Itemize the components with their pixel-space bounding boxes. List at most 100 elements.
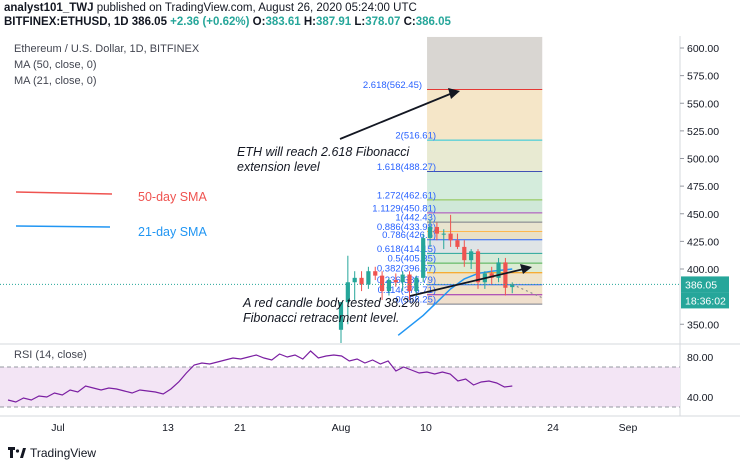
candle[interactable]: [434, 222, 439, 241]
footer-brand: TradingView: [30, 446, 97, 460]
low-value: 378.07: [365, 16, 401, 28]
fib-level-label: 0.886(433.98): [377, 222, 436, 233]
candle-body: [407, 274, 412, 292]
candle-body: [373, 271, 378, 276]
x-tick-label: 24: [547, 422, 559, 434]
candle[interactable]: [475, 249, 481, 289]
projection-line: [512, 284, 543, 299]
fib-zone-top: [427, 36, 543, 90]
candle[interactable]: [386, 277, 392, 296]
legend-ma21[interactable]: MA (21, close, 0): [14, 75, 97, 87]
candle[interactable]: [338, 302, 344, 343]
publisher-name[interactable]: analyst101_TWJ: [4, 2, 94, 14]
y-tick-label: 475.00: [687, 181, 719, 193]
candle[interactable]: [496, 257, 501, 283]
candle[interactable]: [373, 266, 378, 281]
candle[interactable]: [455, 233, 460, 250]
fib-level-label: 0.114(376.71): [378, 285, 436, 296]
fib-zone-fill: [427, 199, 543, 213]
legend-title: Ethereum / U.S. Dollar, 1D, BITFINEX: [14, 43, 200, 55]
candle[interactable]: [489, 266, 494, 285]
fib-level-label: 2(516.61): [395, 131, 436, 142]
x-tick-label: Aug: [332, 422, 351, 434]
x-tick-label: 21: [234, 422, 246, 434]
annotation-eth-target-line1: ETH will reach 2.618 Fibonacci: [237, 145, 411, 159]
candle[interactable]: [503, 257, 508, 296]
candle[interactable]: [400, 271, 405, 292]
countdown-tag: 18:36:02: [685, 295, 726, 307]
candle-body: [434, 227, 439, 234]
ma21-legend-label: 21-day SMA: [138, 225, 207, 239]
candle-body: [338, 302, 344, 330]
candle-body: [496, 262, 501, 278]
rsi-label: RSI (14, close): [14, 349, 87, 361]
candle[interactable]: [359, 271, 364, 292]
candle[interactable]: [414, 275, 419, 297]
ohlc-line: BITFINEX:ETHUSD, 1D 386.05 +2.36 (+0.62%…: [4, 16, 451, 28]
candle[interactable]: [407, 271, 412, 300]
candle[interactable]: [393, 273, 398, 287]
rsi-tick-label: 40.00: [687, 392, 713, 404]
candle[interactable]: [380, 271, 385, 300]
fib-level-label: 0(368.25): [395, 295, 436, 306]
candle-body: [427, 227, 433, 239]
candle-body: [441, 233, 446, 235]
fib-zone-fill: [427, 212, 543, 223]
candle-body: [359, 277, 364, 285]
fib-zone-fill: [427, 171, 543, 200]
fib-level-label: 1.618(488.27): [377, 162, 436, 173]
candle-body: [366, 271, 371, 285]
open-label: O:: [252, 16, 266, 28]
candle[interactable]: [421, 233, 426, 283]
candle[interactable]: [469, 249, 474, 269]
candle-body: [489, 273, 494, 278]
candle[interactable]: [462, 240, 467, 267]
y-tick-label: 350.00: [687, 319, 719, 331]
candle-body: [345, 282, 350, 303]
ma50-legend-line: [15, 191, 113, 195]
rsi-tick-label: 80.00: [687, 352, 713, 364]
candle[interactable]: [352, 271, 357, 300]
candle-body: [414, 277, 419, 292]
publish-date-text: published on TradingView.com, August 26,…: [93, 2, 417, 14]
ma21-legend-line: [15, 225, 111, 228]
y-tick-label: 600.00: [687, 43, 719, 55]
fib-zone-fill: [427, 263, 543, 273]
fib-level-label: 0.382(396.57): [377, 263, 436, 274]
candle[interactable]: [366, 266, 371, 289]
annotation-arrowhead-1: [448, 88, 460, 99]
candle[interactable]: [510, 282, 515, 294]
y-tick-label: 425.00: [687, 236, 719, 248]
candle-body: [380, 275, 385, 292]
candle-body: [400, 274, 405, 283]
candle[interactable]: [441, 229, 446, 250]
y-tick-label: 575.00: [687, 71, 719, 83]
price-tag-bg: [681, 276, 729, 293]
annotation-arrow-2: [409, 267, 529, 297]
close-label: C:: [403, 16, 416, 28]
annotation-arrowhead-2: [520, 264, 532, 274]
rsi-line: [7, 350, 513, 403]
candle-body: [469, 251, 474, 261]
candle-body: [510, 284, 515, 288]
candle-body: [448, 233, 453, 241]
legend-ma50[interactable]: MA (50, close, 0): [14, 59, 97, 71]
candle[interactable]: [427, 219, 433, 247]
ma50-legend-label: 50-day SMA: [138, 190, 207, 204]
fib-zone-fill: [427, 140, 543, 172]
x-tick-label: 13: [162, 422, 174, 434]
price-tag: 386.05: [685, 279, 717, 291]
candle-body: [475, 251, 481, 283]
candle[interactable]: [448, 214, 453, 247]
open-value: 383.61: [265, 16, 301, 28]
tradingview-logo: TradingView: [8, 446, 96, 460]
annotation-arrow-1: [339, 91, 456, 140]
change-value: +2.36 (+0.62%): [170, 16, 250, 28]
y-tick-label: 500.00: [687, 154, 719, 166]
candle-body: [386, 280, 392, 292]
tradingview-logo-icon: [8, 447, 26, 458]
fib-zone-fill: [427, 239, 543, 254]
candle[interactable]: [345, 255, 350, 325]
fib-zone-fill: [427, 294, 543, 305]
